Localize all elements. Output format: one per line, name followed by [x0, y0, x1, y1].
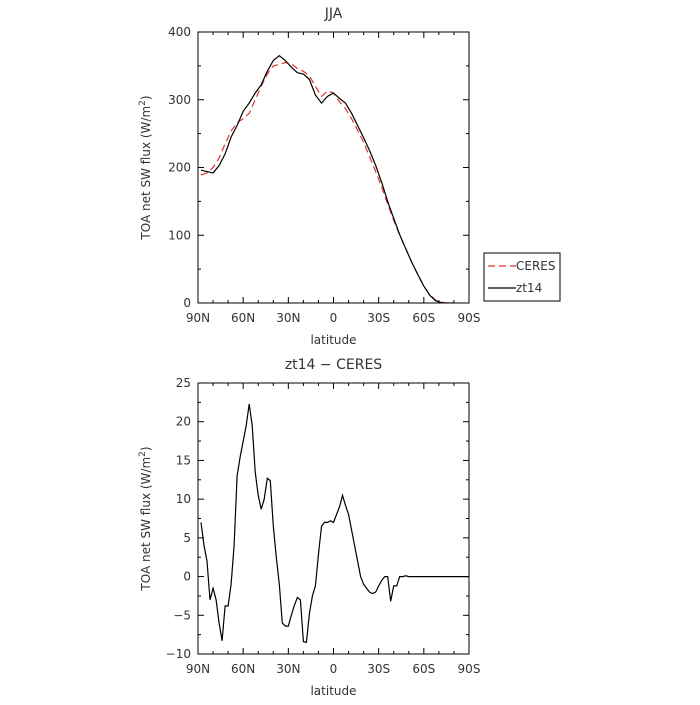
- y-axis-label: TOA net SW flux (W/m2): [138, 446, 153, 591]
- y-axis-label-close: ): [139, 95, 153, 100]
- y-axis-label-main: TOA net SW flux (W/m: [139, 457, 153, 592]
- y-tick-label: 20: [176, 415, 191, 429]
- plot-frame: [197, 382, 470, 655]
- x-tick-label: 0: [330, 311, 338, 325]
- x-tick-label: 30N: [276, 662, 300, 676]
- legend-label: zt14: [516, 281, 542, 295]
- top-panel-jja: JJA 90N 60N 30N 0 30S 60S 90S 0 100 200 300 400 latit…: [138, 6, 561, 347]
- x-tick-label: 60N: [231, 311, 255, 325]
- y-tick-label: 0: [183, 296, 191, 310]
- x-tick-label: 60S: [412, 662, 435, 676]
- y-tick-label: −5: [173, 608, 191, 622]
- y-tick-label: 200: [168, 161, 191, 175]
- legend-label: CERES: [516, 259, 556, 273]
- chart-title: zt14 − CERES: [285, 357, 382, 373]
- x-tick-label: 30N: [276, 311, 300, 325]
- bottom-panel-difference: zt14 − CERES 90N 60N 30N 0 30S 60S 90S −10 −5 0 5 10…: [138, 357, 480, 698]
- y-tick-label: −10: [166, 647, 191, 661]
- x-tick-label: 90N: [186, 311, 210, 325]
- y-axis-label-main: TOA net SW flux (W/m: [139, 106, 153, 241]
- y-tick-label: 300: [168, 93, 191, 107]
- series-line-zt14-ceres: [200, 403, 469, 644]
- x-axis-label: latitude: [310, 684, 356, 698]
- series-line-zt14: [200, 54, 454, 303]
- y-tick-label: 0: [183, 570, 191, 584]
- y-axis-label-superscript: 2: [138, 100, 148, 106]
- x-tick-label: 90N: [186, 662, 210, 676]
- y-tick-label: 100: [168, 228, 191, 242]
- y-tick-label: 15: [176, 453, 191, 467]
- x-axis-label: latitude: [310, 333, 356, 347]
- legend-box: [483, 252, 561, 302]
- x-tick-label: 90S: [458, 311, 481, 325]
- x-tick-label: 60S: [412, 311, 435, 325]
- x-tick-label: 90S: [458, 662, 481, 676]
- y-tick-label: 25: [176, 376, 191, 390]
- y-axis-label-superscript: 2: [138, 451, 148, 457]
- chart-title: JJA: [324, 6, 343, 22]
- plot-frame: [197, 31, 470, 304]
- x-tick-label: 30S: [367, 662, 390, 676]
- y-axis-label: TOA net SW flux (W/m2): [138, 95, 153, 240]
- x-tick-label: 0: [330, 662, 338, 676]
- y-tick-label: 10: [176, 492, 191, 506]
- x-tick-label: 60N: [231, 662, 255, 676]
- x-tick-label: 30S: [367, 311, 390, 325]
- y-tick-label: 5: [183, 531, 191, 545]
- y-tick-label: 400: [168, 25, 191, 39]
- y-axis-label-close: ): [139, 446, 153, 451]
- series-line-ceres: [200, 61, 454, 303]
